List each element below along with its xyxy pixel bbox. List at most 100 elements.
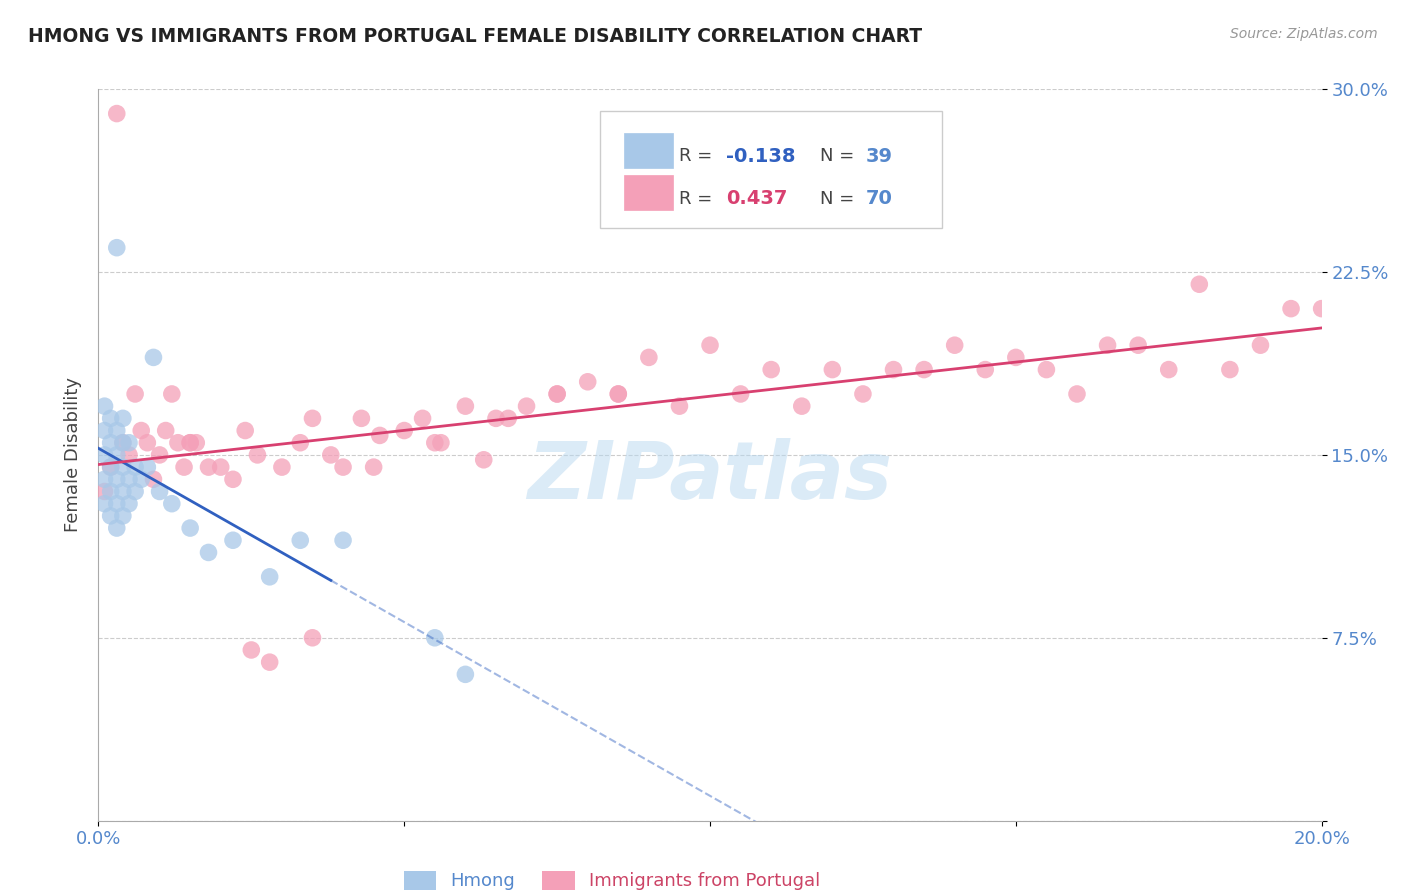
Point xyxy=(100,460,122,475)
Point xyxy=(821,362,844,376)
Point xyxy=(1249,338,1271,352)
Point xyxy=(105,424,128,438)
Y-axis label: Female Disability: Female Disability xyxy=(63,377,82,533)
Point xyxy=(332,533,354,548)
Point xyxy=(350,411,373,425)
Point xyxy=(412,411,434,425)
Point xyxy=(516,399,538,413)
Point xyxy=(485,411,508,425)
Point xyxy=(332,460,354,475)
Point xyxy=(142,351,165,365)
Point xyxy=(1157,362,1180,376)
Point xyxy=(111,435,134,450)
Point xyxy=(943,338,966,352)
Point xyxy=(1097,338,1119,352)
Point xyxy=(246,448,269,462)
Point xyxy=(1004,351,1026,365)
Point xyxy=(270,460,292,475)
Point xyxy=(186,435,208,450)
Point xyxy=(974,362,997,376)
Text: R =: R = xyxy=(679,147,718,166)
Point xyxy=(136,435,159,450)
Point xyxy=(496,411,519,425)
Point xyxy=(105,241,128,255)
Point xyxy=(124,460,146,475)
Point xyxy=(100,484,122,499)
Point xyxy=(1219,362,1241,376)
Point xyxy=(1128,338,1150,352)
Point xyxy=(368,428,391,442)
Point xyxy=(100,411,122,425)
FancyBboxPatch shape xyxy=(624,133,673,169)
Point xyxy=(118,472,141,486)
Point xyxy=(392,424,416,438)
Point xyxy=(111,484,134,499)
Point xyxy=(105,106,128,120)
Point xyxy=(852,387,875,401)
Point xyxy=(883,362,905,376)
Point xyxy=(155,424,177,438)
Point xyxy=(93,448,115,462)
Point xyxy=(699,338,721,352)
Point xyxy=(1188,277,1211,292)
Point xyxy=(1310,301,1333,316)
Point xyxy=(301,631,323,645)
Point xyxy=(197,460,219,475)
Point xyxy=(118,497,141,511)
Text: ZIPatlas: ZIPatlas xyxy=(527,438,893,516)
Point xyxy=(179,521,201,535)
Legend: Hmong, Immigrants from Portugal: Hmong, Immigrants from Portugal xyxy=(395,862,830,892)
Point xyxy=(454,399,477,413)
Point xyxy=(607,387,630,401)
Point xyxy=(149,484,172,499)
Point xyxy=(423,435,446,450)
Point xyxy=(129,472,152,486)
Point xyxy=(759,362,782,376)
Text: 39: 39 xyxy=(865,147,893,166)
Point xyxy=(93,497,115,511)
Point xyxy=(124,484,146,499)
Point xyxy=(423,631,446,645)
Point xyxy=(173,460,195,475)
Point xyxy=(105,472,128,486)
Point xyxy=(93,424,115,438)
Point xyxy=(160,497,183,511)
Point xyxy=(111,460,134,475)
Point xyxy=(118,448,141,462)
Point xyxy=(363,460,385,475)
Point xyxy=(136,460,159,475)
Point xyxy=(607,387,630,401)
Point xyxy=(1035,362,1057,376)
Point xyxy=(259,570,281,584)
Point xyxy=(546,387,568,401)
Point xyxy=(912,362,935,376)
Point xyxy=(111,508,134,523)
Point xyxy=(637,351,661,365)
Point xyxy=(105,497,128,511)
Point xyxy=(222,533,245,548)
Text: -0.138: -0.138 xyxy=(725,147,796,166)
FancyBboxPatch shape xyxy=(624,175,673,210)
Text: 70: 70 xyxy=(865,189,893,209)
Point xyxy=(222,472,245,486)
Text: N =: N = xyxy=(820,190,860,208)
Text: HMONG VS IMMIGRANTS FROM PORTUGAL FEMALE DISABILITY CORRELATION CHART: HMONG VS IMMIGRANTS FROM PORTUGAL FEMALE… xyxy=(28,27,922,45)
Point xyxy=(790,399,813,413)
Point xyxy=(105,521,128,535)
Point xyxy=(160,387,183,401)
Point xyxy=(290,435,312,450)
Point xyxy=(179,435,201,450)
Point xyxy=(93,399,115,413)
FancyBboxPatch shape xyxy=(600,112,942,228)
Point xyxy=(546,387,568,401)
Point xyxy=(93,472,115,486)
Point xyxy=(118,435,141,450)
Point xyxy=(259,655,281,669)
Point xyxy=(179,435,201,450)
Point xyxy=(290,533,312,548)
Point xyxy=(124,387,146,401)
Point xyxy=(1066,387,1088,401)
Point xyxy=(319,448,342,462)
Point xyxy=(301,411,323,425)
Point xyxy=(576,375,599,389)
